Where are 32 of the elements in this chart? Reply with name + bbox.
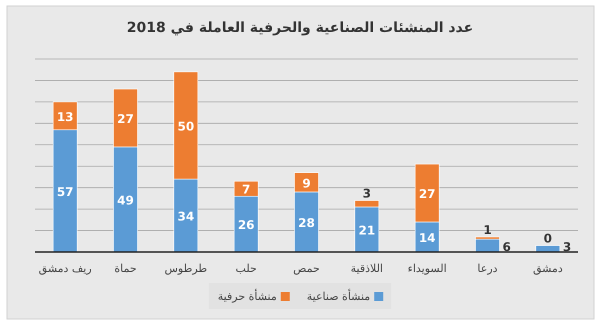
data-label: 0 <box>544 232 552 246</box>
data-label: 28 <box>298 216 315 230</box>
data-label: 27 <box>117 112 134 126</box>
x-tick-label: ريف دمشق <box>38 262 92 275</box>
data-label: 34 <box>177 210 194 224</box>
x-tick-label: حمص <box>293 262 320 275</box>
x-tick-label: حماة <box>114 262 137 275</box>
legend-label: منشأة صناعية <box>306 288 370 303</box>
x-tick-label: اللاذقية <box>350 262 384 275</box>
x-tick-label: السويداء <box>408 262 447 275</box>
data-label: 7 <box>242 182 250 197</box>
x-tick-label: درعا <box>477 262 498 275</box>
data-label: 27 <box>418 187 436 202</box>
data-label: 6 <box>502 240 511 254</box>
data-label: 3 <box>562 240 572 254</box>
data-label: 13 <box>56 110 74 124</box>
data-label: 9 <box>302 176 311 190</box>
data-label: 49 <box>117 193 134 208</box>
bar <box>536 245 560 252</box>
chart-title: عدد المنشئات الصناعية والحرفية العاملة في 2018 <box>126 20 474 36</box>
data-label: 1 <box>483 222 492 237</box>
data-label: 50 <box>177 119 194 134</box>
legend-label: منشأة حرفية <box>218 288 277 303</box>
x-tick-label: طرطوس <box>164 262 208 275</box>
data-label: 26 <box>238 218 255 232</box>
bar <box>475 238 500 252</box>
x-tick-label: دمشق <box>532 262 563 275</box>
data-label: 57 <box>56 184 74 199</box>
data-label: 14 <box>418 230 436 245</box>
data-label: 3 <box>362 186 372 201</box>
data-label: 21 <box>358 223 376 238</box>
x-tick-label: حلب <box>236 262 257 275</box>
